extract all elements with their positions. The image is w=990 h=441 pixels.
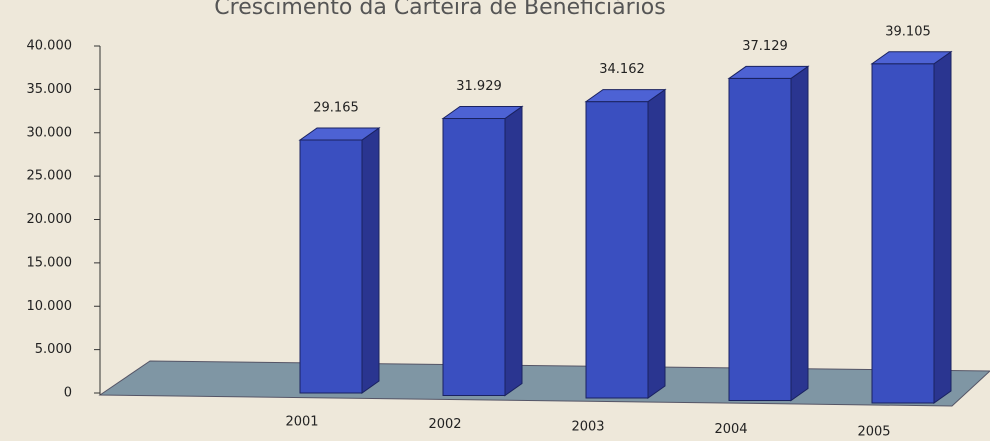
bar-face xyxy=(361,127,380,394)
x-tick-label: 2003 xyxy=(571,420,604,435)
y-tick-label: 35.000 xyxy=(27,82,73,97)
y-tick-label: 40.000 xyxy=(27,39,73,54)
bar-face xyxy=(585,101,649,399)
bar xyxy=(584,88,667,399)
bar xyxy=(870,50,953,404)
bar-face xyxy=(441,106,524,120)
bar-face xyxy=(442,118,506,396)
y-tick-label: 0 xyxy=(64,386,72,401)
y-tick-label: 25.000 xyxy=(27,169,73,184)
bar-face xyxy=(790,65,809,402)
bar-face xyxy=(870,51,953,65)
y-tick-label: 10.000 xyxy=(27,299,73,314)
bar-face xyxy=(298,127,381,141)
floor xyxy=(98,360,990,407)
data-label: 37.129 xyxy=(742,39,788,54)
bar-face xyxy=(871,63,935,404)
data-label: 39.105 xyxy=(885,24,931,39)
chart-title: Crescimento da Carteira de Beneficiários xyxy=(214,0,665,20)
bar xyxy=(727,65,810,402)
bar-face xyxy=(727,65,810,79)
bar-face xyxy=(504,105,523,397)
data-label: 29.165 xyxy=(313,100,359,115)
bar-face xyxy=(299,139,363,394)
bar xyxy=(441,105,524,397)
bar-face xyxy=(933,50,952,404)
bar-face xyxy=(728,77,792,402)
x-tick-label: 2004 xyxy=(714,422,747,437)
y-tick-label: 15.000 xyxy=(27,255,73,270)
y-tick-label: 30.000 xyxy=(27,125,73,140)
y-tick-label: 5.000 xyxy=(35,342,72,357)
bar-face xyxy=(584,89,667,103)
data-label: 34.162 xyxy=(599,62,645,77)
x-tick-label: 2001 xyxy=(285,415,318,430)
bar-face xyxy=(647,88,666,399)
x-tick-label: 2002 xyxy=(428,417,461,432)
y-tick-label: 20.000 xyxy=(27,212,73,227)
data-label: 31.929 xyxy=(456,79,502,94)
x-tick-label: 2005 xyxy=(857,425,890,438)
bar xyxy=(298,127,381,394)
